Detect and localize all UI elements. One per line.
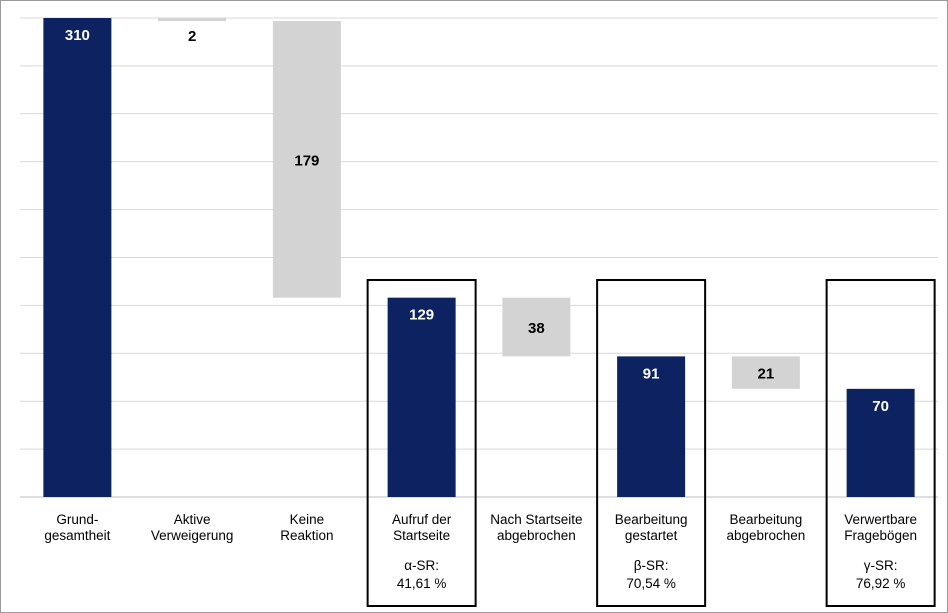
- category-label: Bearbeitung abgebrochen: [726, 512, 806, 543]
- decrease-bar: [158, 18, 227, 22]
- rate-label: γ-SR: 76,92 %: [821, 557, 941, 593]
- data-label: 179: [294, 152, 319, 169]
- decrease-bar: [502, 297, 571, 357]
- category-label: Aufruf der Startseite: [391, 512, 452, 543]
- highlight-box: [596, 279, 707, 607]
- total-bar: [846, 388, 915, 497]
- total-bar: [617, 356, 686, 497]
- highlight-box: [825, 279, 936, 607]
- rate-name: γ-SR:: [863, 558, 898, 573]
- decrease-bar: [731, 356, 800, 389]
- category-label: Grund- gesamtheit: [44, 512, 111, 543]
- category-label: Keine Reaktion: [280, 512, 334, 543]
- decrease-bar: [272, 21, 341, 298]
- category-label: Nach Startseite abgebrochen: [490, 512, 583, 543]
- category-label: Verwertbare Fragebögen: [844, 512, 918, 543]
- gridlines: [20, 17, 938, 498]
- data-labels: 310 2 179 129 38 91 21 70: [65, 27, 889, 415]
- bars: [43, 18, 915, 497]
- rate-name: α-SR:: [404, 558, 440, 573]
- data-label: 2: [188, 28, 196, 45]
- rate-name: β-SR:: [633, 558, 669, 573]
- category-label: Aktive Verweigerung: [150, 512, 234, 543]
- rate-value: 76,92 %: [855, 576, 906, 591]
- total-bar: [387, 297, 456, 497]
- highlight-boxes: [366, 279, 936, 607]
- data-label: 129: [409, 307, 434, 324]
- data-label: 38: [528, 320, 545, 337]
- total-bar: [43, 18, 112, 497]
- rate-label: β-SR: 70,54 %: [591, 557, 711, 593]
- category-label: Bearbeitung gestartet: [614, 512, 688, 543]
- rate-value: 41,61 %: [396, 576, 447, 591]
- rate-label: α-SR: 41,61 %: [362, 557, 482, 593]
- data-label: 21: [758, 366, 775, 383]
- data-label: 310: [65, 27, 90, 44]
- data-label: 91: [643, 365, 660, 382]
- highlight-box: [366, 279, 477, 607]
- data-label: 70: [872, 398, 889, 415]
- rate-value: 70,54 %: [626, 576, 676, 591]
